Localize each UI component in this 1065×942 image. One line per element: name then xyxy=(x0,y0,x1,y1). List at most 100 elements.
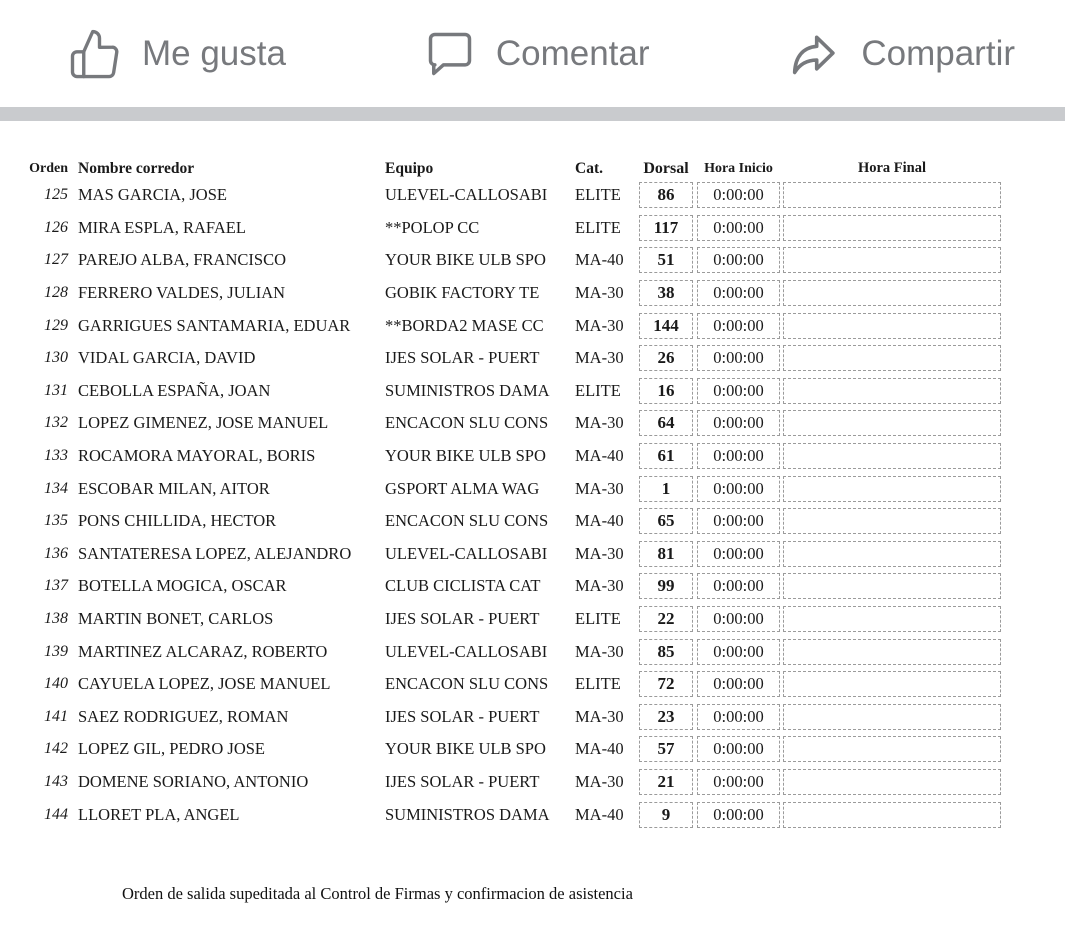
cell-hora-final xyxy=(783,345,1001,372)
cell-nombre: PONS CHILLIDA, HECTOR xyxy=(78,511,277,531)
header-orden: Orden xyxy=(29,160,68,176)
cell-cat: ELITE xyxy=(575,674,621,694)
cell-cat: MA-30 xyxy=(575,283,624,303)
cell-cat: ELITE xyxy=(575,217,621,237)
cell-orden: 138 xyxy=(44,610,68,628)
cell-nombre: CAYUELA LOPEZ, JOSE MANUEL xyxy=(78,674,331,694)
table-header-row: Orden Nombre corredor Equipo Cat. Dorsal… xyxy=(0,158,1065,179)
cell-dorsal: 9 xyxy=(639,801,693,828)
cell-nombre: MAS GARCIA, JOSE xyxy=(78,185,227,205)
cell-dorsal: 86 xyxy=(639,182,693,209)
cell-equipo: **POLOP CC xyxy=(385,217,480,237)
social-actions-bar: Me gusta Comentar Compartir xyxy=(0,0,1065,107)
table-row: 133 ROCAMORA MAYORAL, BORIS YOUR BIKE UL… xyxy=(0,440,1065,473)
header-cat: Cat. xyxy=(575,159,603,177)
cell-orden: 127 xyxy=(44,251,68,269)
cell-hora-final xyxy=(783,573,1001,600)
comment-button-label: Comentar xyxy=(495,33,650,73)
cell-equipo: IJES SOLAR - PUERT xyxy=(385,771,540,791)
table-row: 126 MIRA ESPLA, RAFAEL **POLOP CC ELITE … xyxy=(0,212,1065,245)
cell-dorsal: 22 xyxy=(639,606,693,633)
cell-orden: 141 xyxy=(44,707,68,725)
table-row: 137 BOTELLA MOGICA, OSCAR CLUB CICLISTA … xyxy=(0,570,1065,603)
cell-orden: 129 xyxy=(44,316,68,334)
table-row: 131 CEBOLLA ESPAÑA, JOAN SUMINISTROS DAM… xyxy=(0,375,1065,408)
cell-equipo: GSPORT ALMA WAG xyxy=(385,478,540,498)
cell-hora-inicio: 0:00:00 xyxy=(697,214,780,241)
header-dorsal: Dorsal xyxy=(643,159,689,177)
cell-orden: 130 xyxy=(44,349,68,367)
cell-dorsal: 64 xyxy=(639,410,693,437)
cell-hora-final xyxy=(783,540,1001,567)
cell-dorsal: 144 xyxy=(639,312,693,339)
cell-cat: MA-40 xyxy=(575,804,624,824)
comment-button[interactable]: Comentar xyxy=(424,28,650,80)
header-hora-inicio: Hora Inicio xyxy=(704,160,773,176)
cell-nombre: LLORET PLA, ANGEL xyxy=(78,804,240,824)
share-button[interactable]: Compartir xyxy=(787,27,1015,81)
cell-orden: 140 xyxy=(44,675,68,693)
cell-nombre: BOTELLA MOGICA, OSCAR xyxy=(78,576,287,596)
cell-equipo: IJES SOLAR - PUERT xyxy=(385,706,540,726)
cell-hora-inicio: 0:00:00 xyxy=(697,312,780,339)
cell-equipo: IJES SOLAR - PUERT xyxy=(385,348,540,368)
cell-nombre: ESCOBAR MILAN, AITOR xyxy=(78,478,270,498)
cell-dorsal: 65 xyxy=(639,508,693,535)
cell-dorsal: 16 xyxy=(639,377,693,404)
cell-nombre: FERRERO VALDES, JULIAN xyxy=(78,283,286,303)
cell-hora-inicio: 0:00:00 xyxy=(697,540,780,567)
table-row: 135 PONS CHILLIDA, HECTOR ENCACON SLU CO… xyxy=(0,505,1065,538)
cell-hora-inicio: 0:00:00 xyxy=(697,280,780,307)
table-row: 127 PAREJO ALBA, FRANCISCO YOUR BIKE ULB… xyxy=(0,244,1065,277)
cell-hora-inicio: 0:00:00 xyxy=(697,671,780,698)
cell-orden: 125 xyxy=(44,186,68,204)
comment-icon xyxy=(424,28,476,80)
table-row: 130 VIDAL GARCIA, DAVID IJES SOLAR - PUE… xyxy=(0,342,1065,375)
thumbs-up-icon xyxy=(68,27,122,81)
cell-equipo: ULEVEL-CALLOSABI xyxy=(385,185,548,205)
cell-hora-final xyxy=(783,703,1001,730)
cell-nombre: MIRA ESPLA, RAFAEL xyxy=(78,217,246,237)
cell-orden: 126 xyxy=(44,218,68,236)
cell-orden: 131 xyxy=(44,381,68,399)
cell-nombre: ROCAMORA MAYORAL, BORIS xyxy=(78,446,316,466)
cell-cat: MA-30 xyxy=(575,413,624,433)
cell-equipo: ULEVEL-CALLOSABI xyxy=(385,641,548,661)
cell-equipo: GOBIK FACTORY TE xyxy=(385,283,540,303)
table-row: 128 FERRERO VALDES, JULIAN GOBIK FACTORY… xyxy=(0,277,1065,310)
cell-equipo: SUMINISTROS DAMA xyxy=(385,804,550,824)
share-icon xyxy=(787,27,841,81)
cell-orden: 139 xyxy=(44,642,68,660)
cell-orden: 134 xyxy=(44,479,68,497)
cell-dorsal: 26 xyxy=(639,345,693,372)
cell-hora-inicio: 0:00:00 xyxy=(697,182,780,209)
cell-dorsal: 99 xyxy=(639,573,693,600)
cell-nombre: CEBOLLA ESPAÑA, JOAN xyxy=(78,380,271,400)
cell-hora-final xyxy=(783,443,1001,470)
cell-hora-inicio: 0:00:00 xyxy=(697,606,780,633)
cell-hora-final xyxy=(783,736,1001,763)
cell-nombre: DOMENE SORIANO, ANTONIO xyxy=(78,771,309,791)
cell-hora-inicio: 0:00:00 xyxy=(697,736,780,763)
cell-dorsal: 51 xyxy=(639,247,693,274)
cell-dorsal: 85 xyxy=(639,638,693,665)
cell-cat: MA-30 xyxy=(575,576,624,596)
cell-orden: 128 xyxy=(44,284,68,302)
table-row: 142 LOPEZ GIL, PEDRO JOSE YOUR BIKE ULB … xyxy=(0,733,1065,766)
cell-dorsal: 61 xyxy=(639,443,693,470)
like-button[interactable]: Me gusta xyxy=(68,27,286,81)
separator-bar xyxy=(0,107,1065,121)
cell-equipo: IJES SOLAR - PUERT xyxy=(385,609,540,629)
cell-hora-inicio: 0:00:00 xyxy=(697,508,780,535)
cell-hora-inicio: 0:00:00 xyxy=(697,573,780,600)
cell-cat: MA-30 xyxy=(575,706,624,726)
cell-nombre: SAEZ RODRIGUEZ, ROMAN xyxy=(78,706,289,726)
table-row: 143 DOMENE SORIANO, ANTONIO IJES SOLAR -… xyxy=(0,766,1065,799)
table-row: 141 SAEZ RODRIGUEZ, ROMAN IJES SOLAR - P… xyxy=(0,701,1065,734)
cell-cat: MA-40 xyxy=(575,739,624,759)
cell-cat: ELITE xyxy=(575,380,621,400)
cell-nombre: SANTATERESA LOPEZ, ALEJANDRO xyxy=(78,543,352,563)
cell-hora-final xyxy=(783,312,1001,339)
cell-hora-final xyxy=(783,768,1001,795)
